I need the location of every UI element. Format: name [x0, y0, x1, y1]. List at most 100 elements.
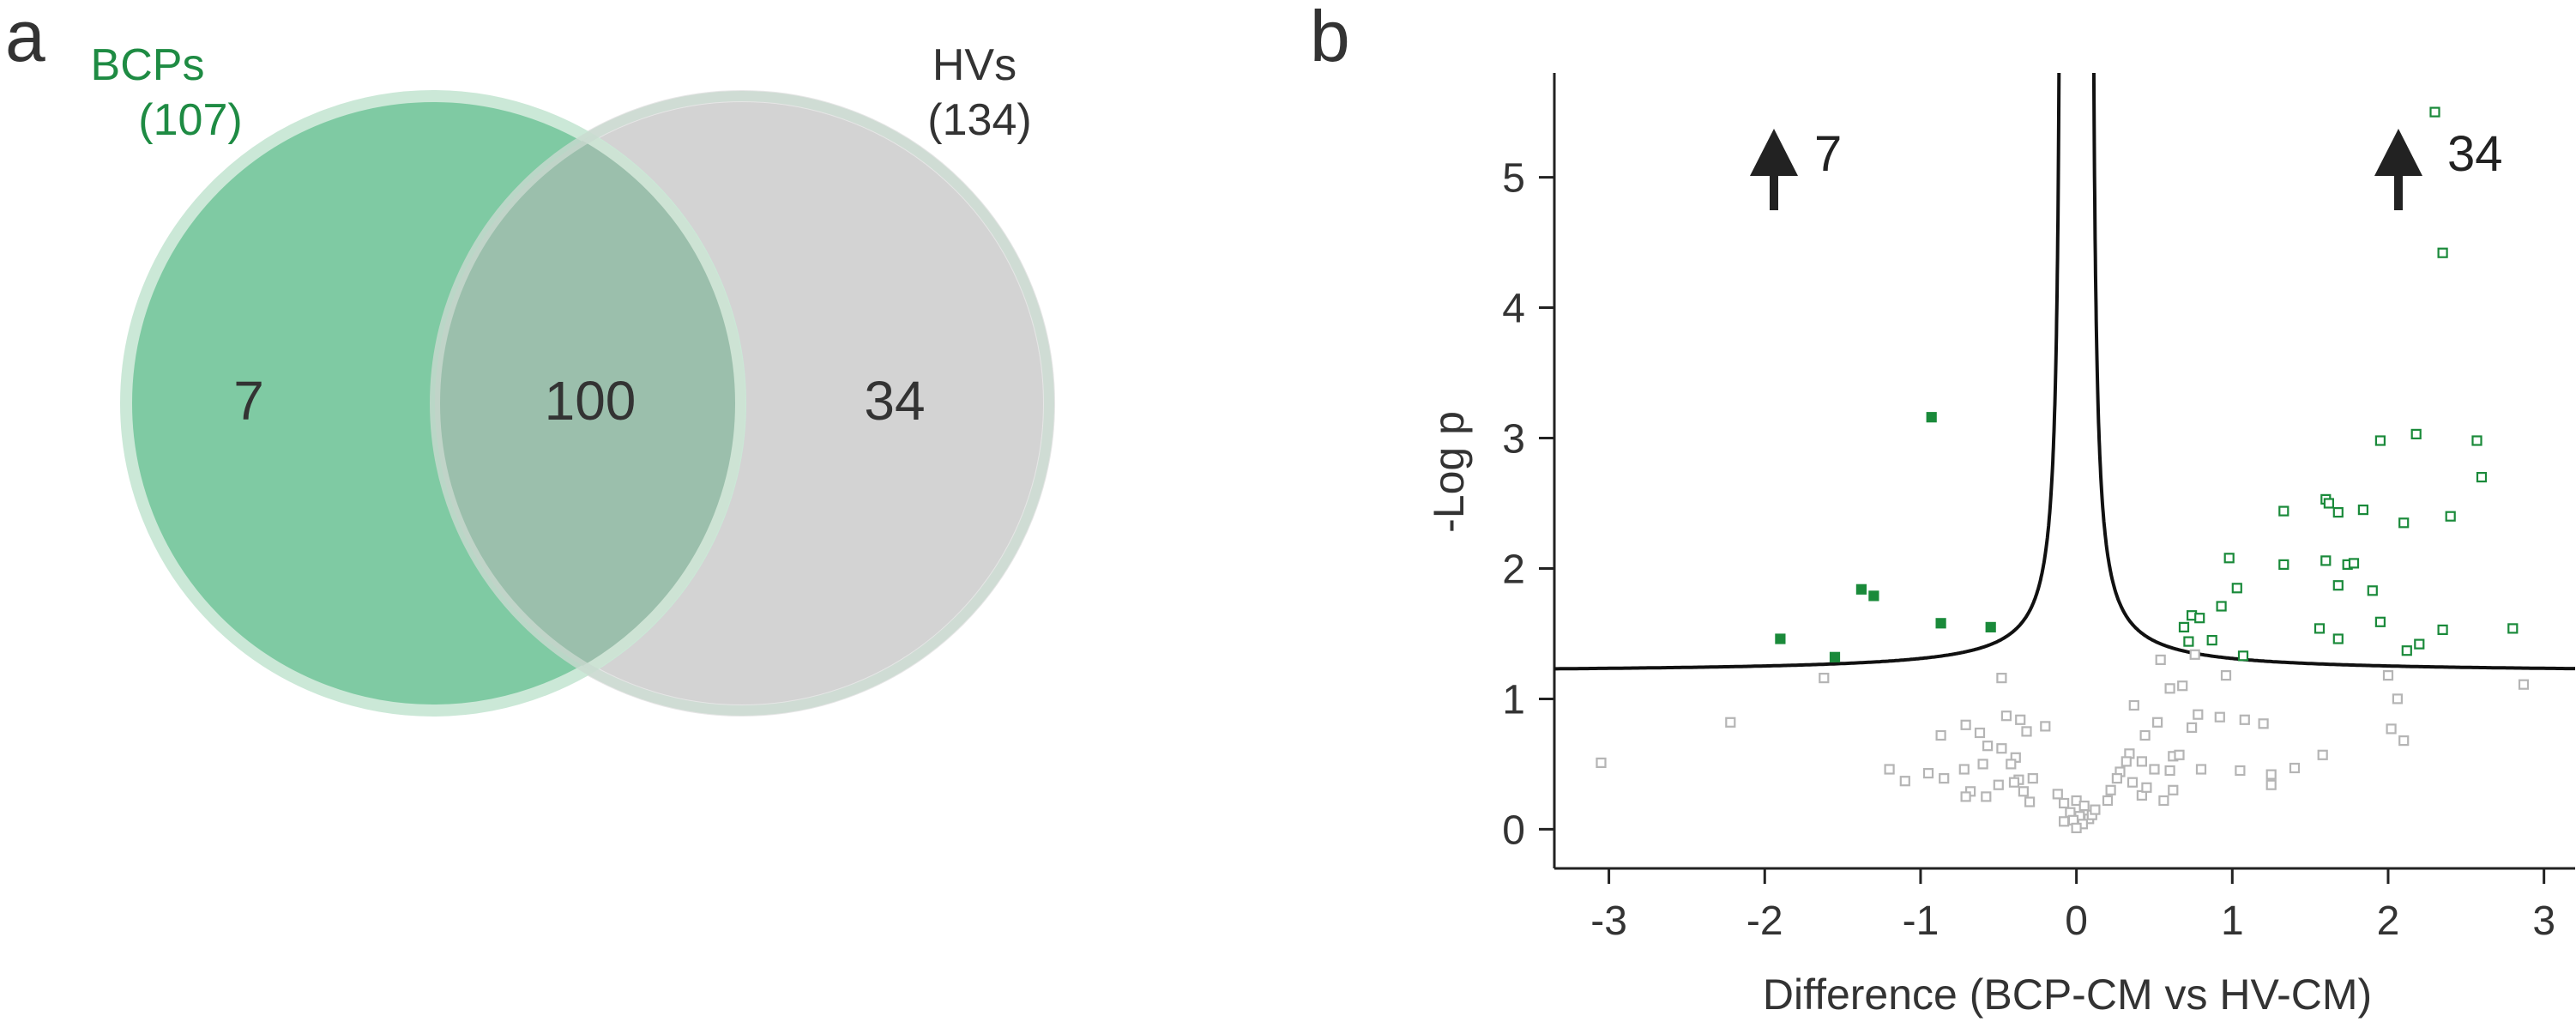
venn-right-only-count: 34: [864, 370, 925, 432]
point-not-significant: [2006, 759, 2017, 770]
point-hv-significant: [2471, 435, 2482, 446]
point-hv-significant: [2429, 106, 2440, 118]
point-hv-significant: [2445, 511, 2456, 522]
x-ticks: -3 -2 -1 0 1 2 3: [1590, 868, 2555, 944]
x-axis-label: Difference (BCP-CM vs HV-CM): [1763, 971, 2372, 1019]
y-tick-label: 3: [1502, 417, 1525, 463]
x-tick-label: 1: [2221, 898, 2244, 944]
y-tick-label: 1: [1502, 677, 1525, 723]
point-hv-significant: [2414, 638, 2425, 650]
point-not-significant: [1596, 757, 1607, 769]
point-not-significant: [2127, 777, 2139, 788]
point-not-significant: [2392, 693, 2403, 705]
point-not-significant: [1725, 717, 1736, 728]
point-not-significant: [1996, 672, 2007, 684]
point-not-significant: [2155, 654, 2166, 666]
up-arrow-left-icon: [1750, 129, 1798, 210]
point-hv-significant: [2357, 504, 2368, 516]
point-not-significant: [2164, 683, 2175, 694]
right-significant-count: 34: [2447, 126, 2503, 182]
point-hv-significant: [2410, 428, 2422, 439]
point-bcp-significant: [1829, 651, 1841, 662]
venn-right-total: (134): [927, 95, 1031, 145]
point-not-significant: [2187, 722, 2198, 734]
point-not-significant: [2152, 717, 2163, 728]
point-not-significant: [2121, 756, 2132, 767]
point-not-significant: [2265, 769, 2277, 780]
point-not-significant: [1884, 764, 1895, 775]
point-not-significant: [2052, 789, 2063, 800]
point-not-significant: [1974, 727, 1986, 739]
point-hv-significant: [2178, 621, 2190, 633]
point-not-significant: [1977, 759, 1988, 770]
venn-right-edge: [430, 91, 1054, 716]
point-not-significant: [2090, 804, 2101, 815]
point-hv-significant: [2374, 435, 2386, 446]
point-not-significant: [2008, 777, 2020, 788]
point-hv-significant: [2183, 636, 2194, 647]
point-not-significant: [2015, 714, 2026, 725]
point-hv-significant: [2374, 616, 2386, 627]
point-hv-significant: [2437, 247, 2448, 258]
data-points: [1596, 106, 2530, 834]
point-not-significant: [2027, 772, 2038, 784]
point-not-significant: [1819, 672, 1830, 684]
point-not-significant: [2141, 782, 2152, 793]
y-tick-label: 2: [1502, 547, 1525, 592]
point-not-significant: [2168, 784, 2179, 795]
x-tick-label: -2: [1746, 898, 1783, 944]
point-not-significant: [2317, 749, 2328, 760]
point-not-significant: [2239, 714, 2250, 725]
point-hv-significant: [2194, 613, 2205, 624]
point-hv-significant: [2237, 650, 2249, 662]
point-bcp-significant: [1935, 618, 1946, 629]
point-not-significant: [1960, 719, 1971, 730]
point-not-significant: [2158, 795, 2169, 807]
x-tick-label: -1: [1903, 898, 1940, 944]
point-not-significant: [1960, 791, 1971, 802]
point-hv-significant: [2476, 471, 2488, 483]
point-hv-significant: [2437, 624, 2448, 636]
y-axis-label: -Log p: [1425, 411, 1473, 533]
x-tick-label: 3: [2532, 898, 2555, 944]
x-tick-label: 2: [2377, 898, 2400, 944]
point-not-significant: [2518, 679, 2530, 690]
point-not-significant: [2174, 749, 2185, 760]
point-not-significant: [1996, 743, 2007, 754]
point-hv-significant: [2398, 517, 2410, 529]
point-hv-significant: [2323, 498, 2334, 509]
x-tick-label: -3: [1590, 898, 1627, 944]
point-not-significant: [2164, 765, 2175, 777]
point-not-significant: [1993, 779, 2004, 790]
point-hv-significant: [2278, 559, 2289, 571]
point-not-significant: [2398, 735, 2410, 747]
point-not-significant: [2386, 723, 2397, 735]
point-not-significant: [2024, 796, 2036, 807]
panel-a-label: a: [5, 0, 45, 76]
point-hv-significant: [2332, 633, 2344, 644]
y-ticks: 0 1 2 3 4 5: [1502, 156, 1554, 853]
point-bcp-significant: [1775, 633, 1786, 644]
point-hv-significant: [2231, 583, 2242, 594]
point-not-significant: [2189, 649, 2200, 660]
venn-overlap-count: 100: [545, 370, 636, 432]
point-not-significant: [1958, 764, 1970, 775]
point-not-significant: [2382, 669, 2394, 681]
plot-area: [1554, 73, 2575, 834]
panel-b-label: b: [1310, 0, 1350, 76]
point-not-significant: [2258, 718, 2269, 729]
point-hv-significant: [2348, 558, 2360, 569]
threshold-curve-right: [2091, 73, 2575, 671]
point-not-significant: [1982, 741, 1994, 752]
point-not-significant: [2105, 784, 2116, 795]
point-not-significant: [2149, 764, 2160, 775]
threshold-curve-left: [1554, 73, 2061, 671]
point-not-significant: [2128, 699, 2139, 711]
point-not-significant: [2139, 729, 2151, 741]
point-not-significant: [1981, 791, 1992, 802]
y-tick-label: 0: [1502, 807, 1525, 853]
venn-overlap: [435, 96, 740, 711]
point-not-significant: [2059, 797, 2070, 809]
point-not-significant: [2071, 822, 2082, 834]
point-hv-significant: [2216, 601, 2227, 612]
